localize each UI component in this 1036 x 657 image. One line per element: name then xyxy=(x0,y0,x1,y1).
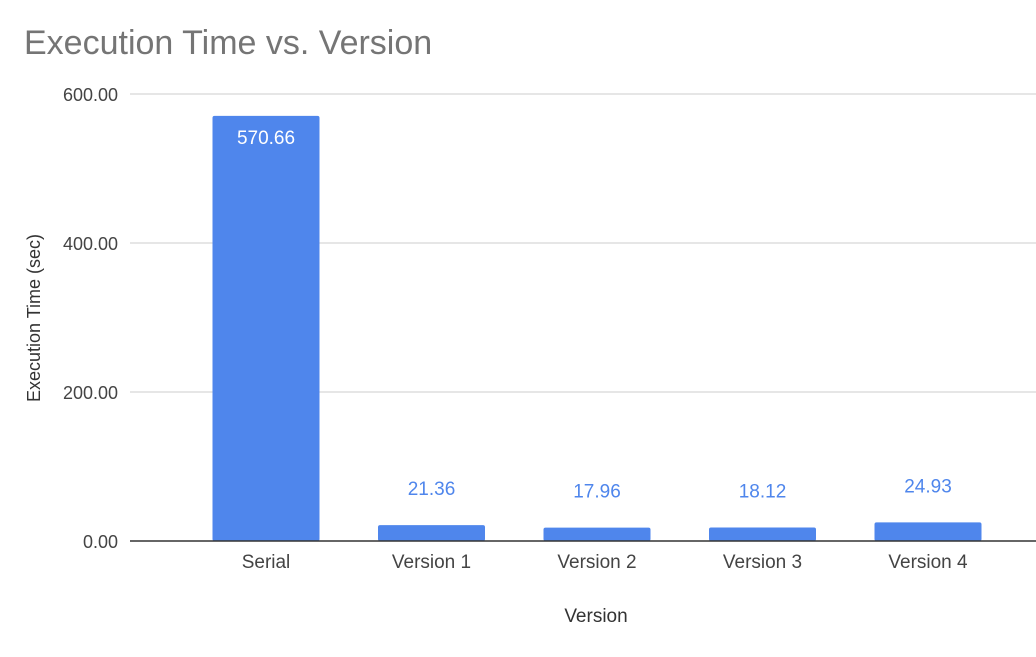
bar xyxy=(212,115,320,541)
x-tick-label: Version 2 xyxy=(557,552,636,573)
x-tick-label: Version 4 xyxy=(888,552,968,573)
bar xyxy=(543,527,651,541)
data-label: 24.93 xyxy=(904,476,952,497)
x-axis-ticks: Serial Version 1 Version 2 Version 3 Version… xyxy=(242,552,968,573)
bar xyxy=(709,527,816,541)
chart-title: Execution Time vs. Version xyxy=(24,24,432,62)
x-tick-label: Version 1 xyxy=(392,552,471,573)
data-labels: 570.66 21.36 17.96 18.12 24.93 xyxy=(237,128,952,503)
y-tick-label: 600.00 xyxy=(63,85,118,105)
y-tick-label: 400.00 xyxy=(63,234,118,254)
y-axis-title: Execution Time (sec) xyxy=(24,234,44,402)
bars xyxy=(212,115,982,541)
x-tick-label: Version 3 xyxy=(723,552,802,573)
y-tick-label: 200.00 xyxy=(63,383,118,403)
data-label: 21.36 xyxy=(408,479,456,500)
y-tick-label: 0.00 xyxy=(83,532,118,552)
data-label: 17.96 xyxy=(573,482,621,503)
x-tick-label: Serial xyxy=(242,552,291,573)
bar xyxy=(874,522,982,541)
data-label: 18.12 xyxy=(739,482,787,503)
data-label: 570.66 xyxy=(237,128,295,149)
bar xyxy=(378,525,485,541)
y-axis-ticks: 0.00 200.00 400.00 600.00 xyxy=(63,85,118,552)
x-axis-title: Version xyxy=(564,606,627,627)
